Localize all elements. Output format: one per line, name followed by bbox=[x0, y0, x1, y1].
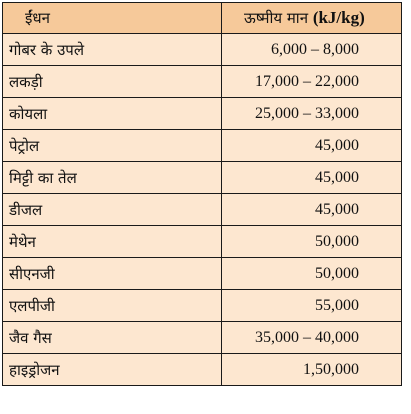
table-row: गोबर के उपले 6,000 – 8,000 bbox=[2, 33, 402, 66]
calorific-value: 45,000 bbox=[221, 129, 402, 162]
table-row: हाइड्रोजन 1,50,000 bbox=[2, 353, 402, 386]
calorific-value: 50,000 bbox=[221, 225, 402, 258]
calorific-value: 25,000 – 33,000 bbox=[221, 97, 402, 130]
fuel-name: मेथेन bbox=[2, 225, 222, 258]
table-row: पेट्रोल 45,000 bbox=[2, 129, 402, 162]
fuel-name: कोयला bbox=[2, 97, 222, 130]
fuel-calorific-value-table: ईंधन ऊष्मीय मान (kJ/kg) गोबर के उपले 6,0… bbox=[2, 2, 402, 386]
calorific-value: 6,000 – 8,000 bbox=[221, 33, 402, 66]
fuel-name: डीजल bbox=[2, 193, 222, 226]
fuel-name: गोबर के उपले bbox=[2, 33, 222, 66]
calorific-value: 45,000 bbox=[221, 193, 402, 226]
table-row: डीजल 45,000 bbox=[2, 193, 402, 226]
table-row: लकड़ी 17,000 – 22,000 bbox=[2, 65, 402, 98]
calorific-value: 1,50,000 bbox=[221, 353, 402, 386]
calorific-value: 17,000 – 22,000 bbox=[221, 65, 402, 98]
fuel-name: हाइड्रोजन bbox=[2, 353, 222, 386]
calorific-value: 45,000 bbox=[221, 161, 402, 194]
table-row: जैव गैस 35,000 – 40,000 bbox=[2, 321, 402, 354]
fuel-name: मिट्टी का तेल bbox=[2, 161, 222, 194]
calorific-value: 50,000 bbox=[221, 257, 402, 290]
header-fuel: ईंधन bbox=[2, 2, 222, 34]
table-row: एलपीजी 55,000 bbox=[2, 289, 402, 322]
header-calorific-value: ऊष्मीय मान (kJ/kg) bbox=[221, 2, 402, 34]
table-row: मेथेन 50,000 bbox=[2, 225, 402, 258]
fuel-name: लकड़ी bbox=[2, 65, 222, 98]
fuel-name: पेट्रोल bbox=[2, 129, 222, 162]
table-row: सीएनजी 50,000 bbox=[2, 257, 402, 290]
fuel-name: एलपीजी bbox=[2, 289, 222, 322]
fuel-name: जैव गैस bbox=[2, 321, 222, 354]
calorific-value: 55,000 bbox=[221, 289, 402, 322]
table-header-row: ईंधन ऊष्मीय मान (kJ/kg) bbox=[2, 2, 402, 34]
table-row: मिट्टी का तेल 45,000 bbox=[2, 161, 402, 194]
header-unit: (kJ/kg) bbox=[312, 8, 365, 27]
table-row: कोयला 25,000 – 33,000 bbox=[2, 97, 402, 130]
calorific-value: 35,000 – 40,000 bbox=[221, 321, 402, 354]
header-calorific-value-label: ऊष्मीय मान bbox=[244, 9, 309, 27]
fuel-name: सीएनजी bbox=[2, 257, 222, 290]
